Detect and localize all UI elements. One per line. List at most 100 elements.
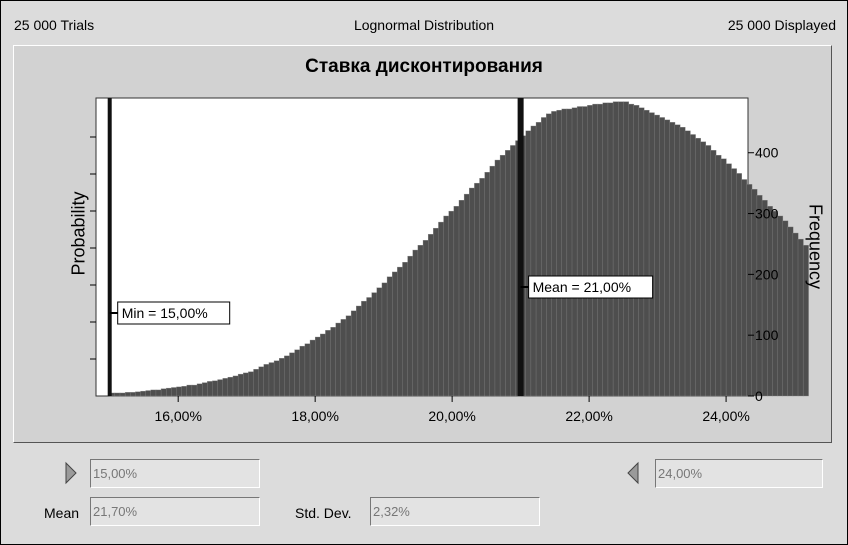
histogram-bar (664, 119, 671, 397)
histogram-bar (551, 111, 558, 397)
histogram-bar (602, 102, 609, 397)
chart-title: Ставка дисконтирования (305, 56, 543, 77)
histogram-bar (356, 305, 362, 397)
histogram-bar (684, 130, 691, 397)
histogram-bar (191, 384, 198, 397)
histogram-bar (258, 366, 265, 397)
y2-tick-label: 100 (755, 327, 779, 343)
histogram-bar (510, 145, 516, 397)
histogram-bar (720, 158, 727, 397)
histogram-bar (119, 392, 126, 397)
histogram-bar (171, 387, 177, 397)
histogram-bar (653, 114, 660, 397)
y2-tick-label: 300 (755, 206, 779, 222)
histogram-bar (392, 271, 398, 397)
histogram-bar (463, 193, 470, 397)
histogram-bars (109, 101, 809, 397)
histogram-bar (607, 102, 614, 397)
histogram-bar (417, 245, 424, 397)
y2-tick-label: 200 (755, 266, 779, 282)
histogram-bar (484, 172, 491, 397)
histogram-bar (304, 343, 311, 397)
histogram-bar (618, 101, 624, 397)
histogram-bar (140, 390, 147, 397)
histogram-bar (176, 386, 183, 397)
histogram-bar (350, 310, 357, 397)
marker-label-box (117, 301, 231, 325)
histogram-bar (186, 384, 193, 397)
histogram-bar (448, 210, 455, 397)
histogram-bar (566, 108, 573, 397)
histogram-bar (135, 391, 141, 397)
histogram-bar (679, 127, 686, 397)
histogram-bar (725, 163, 732, 397)
histogram-bar (700, 141, 707, 397)
left-value-field[interactable]: 15,00% (90, 459, 260, 488)
histogram-bar (386, 276, 393, 397)
histogram-bar (787, 226, 794, 397)
histogram-bar (407, 255, 414, 397)
y2-tick-label: 0 (755, 388, 763, 404)
x-tick-label: 20,00% (428, 408, 475, 424)
histogram-bar (294, 349, 301, 397)
histogram-bar (689, 134, 696, 397)
mean-marker-label: Mean = 21,00% (533, 279, 631, 295)
histogram-bar (705, 145, 712, 397)
histogram-bar (469, 187, 475, 397)
histogram-bar (314, 336, 321, 397)
histogram-bar (777, 215, 784, 397)
x-tick-label: 16,00% (154, 408, 201, 424)
histogram-bar (279, 358, 285, 397)
histogram-bar (412, 249, 419, 397)
histogram-bar (207, 381, 213, 397)
histogram-bar (458, 199, 465, 397)
histogram-bar (530, 125, 537, 397)
histogram-bar (402, 262, 409, 397)
histogram-bar (201, 382, 208, 397)
min-marker-label: Min = 15,00% (122, 305, 208, 321)
histogram-bar (659, 117, 665, 397)
histogram-bar (782, 220, 789, 397)
histogram-bar (633, 105, 640, 397)
histogram-bar (571, 107, 578, 397)
histogram-bar (427, 234, 434, 397)
histogram-bar (124, 392, 131, 397)
histogram-bar (130, 392, 136, 397)
histogram-bar (145, 390, 152, 397)
histogram-bar (792, 232, 799, 397)
histogram-bar (761, 199, 768, 397)
histogram-bar (674, 124, 681, 397)
histogram-bar (797, 238, 804, 397)
histogram-bar (582, 106, 588, 397)
histogram-bar (802, 245, 809, 397)
histogram-bar (433, 227, 439, 397)
marker-label-box (528, 275, 654, 299)
right-value-field[interactable]: 24,00% (655, 459, 823, 488)
histogram-bar (767, 206, 773, 397)
histogram-bar (597, 103, 604, 397)
histogram-bar (237, 373, 244, 397)
histogram-bar (731, 168, 737, 397)
histogram-bar (212, 380, 219, 397)
histogram-bar (576, 106, 583, 397)
right-grabber-triangle-icon[interactable] (626, 461, 640, 485)
histogram-bar (253, 369, 260, 397)
mean-value-field[interactable]: 21,70% (90, 497, 260, 526)
histogram-bar (366, 297, 373, 397)
histogram-bar (638, 107, 645, 397)
histogram-bar (222, 378, 229, 397)
histogram-bar (248, 371, 254, 397)
histogram-bar (325, 330, 332, 397)
histogram-bar (422, 240, 429, 397)
histogram-bar (648, 112, 655, 397)
histogram-bar (756, 195, 763, 397)
histogram-bar (474, 182, 481, 397)
histogram-bar (166, 387, 172, 397)
histogram-bar (114, 392, 121, 397)
histogram-bar (371, 292, 378, 397)
std-dev-value-field[interactable]: 2,32% (370, 497, 540, 526)
y2-tick-label: 400 (755, 145, 779, 161)
left-grabber-triangle-icon[interactable] (64, 461, 78, 485)
histogram-bar (443, 215, 450, 397)
